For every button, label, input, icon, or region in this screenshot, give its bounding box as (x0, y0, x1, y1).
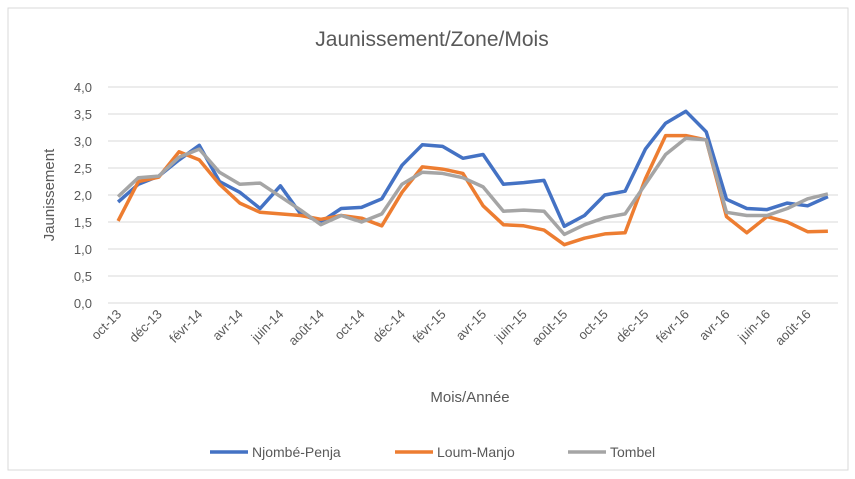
y-tick-label: 2,5 (74, 161, 92, 176)
y-tick-label: 4,0 (74, 80, 92, 95)
y-axis-title: Jaunissement (41, 148, 58, 241)
chart-frame (7, 7, 849, 471)
y-tick-label: 0,0 (74, 296, 92, 311)
y-tick-label: 3,5 (74, 107, 92, 122)
x-axis-title: Mois/Année (430, 389, 509, 406)
legend-label: Njombé-Penja (252, 444, 341, 460)
legend-label: Loum-Manjo (437, 444, 515, 460)
y-tick-label: 0,5 (74, 269, 92, 284)
legend-label: Tombel (610, 444, 655, 460)
series-line (116, 136, 829, 237)
y-tick-label: 1,0 (74, 242, 92, 257)
y-tick-label: 1,5 (74, 215, 92, 230)
y-tick-label: 3,0 (74, 134, 92, 149)
y-tick-label: 2,0 (74, 188, 92, 203)
chart-title: Jaunissement/Zone/Mois (315, 28, 548, 51)
series-line (116, 109, 829, 229)
